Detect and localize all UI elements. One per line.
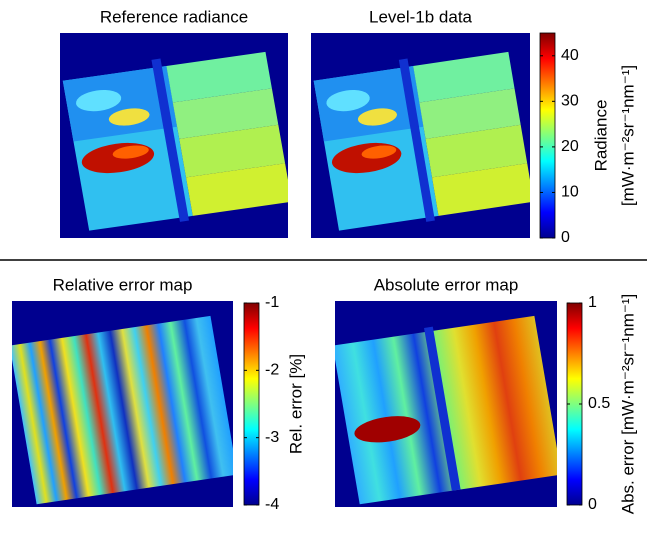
tick-label: -4 [265,496,279,513]
colorbar [539,32,556,239]
tick-label: 1 [588,294,597,311]
tick-label: 30 [561,93,579,110]
tick-label: 10 [561,184,579,201]
tick-label: 40 [561,47,579,64]
image-panel [311,33,530,238]
panel-title: Absolute error map [374,275,519,294]
tick-label: 0 [561,229,570,246]
tick-label: 0.5 [588,395,610,412]
colorbar-label: Radiance [591,100,610,172]
image-panel [12,301,233,507]
colorbar [243,302,260,506]
tick-label: -3 [265,429,279,446]
tick-label: -2 [265,362,279,379]
tick-label: -1 [265,294,279,311]
colorbar-label: [mW·m⁻²sr⁻¹nm⁻¹] [618,65,637,206]
panels: Reference radiance Level-1b data Relative … [12,7,637,515]
tick-label: 0 [588,496,597,513]
colorbar-label: Abs. error [mW·m⁻²sr⁻¹nm⁻¹] [618,294,637,515]
image-panel [335,301,557,507]
panel-title: Relative error map [53,275,193,294]
colorbar-label: Rel. error [%] [286,354,305,454]
panel-title: Level-1b data [369,7,473,26]
tick-label: 20 [561,138,579,155]
panel-title: Reference radiance [100,7,248,26]
image-panel [60,33,288,238]
